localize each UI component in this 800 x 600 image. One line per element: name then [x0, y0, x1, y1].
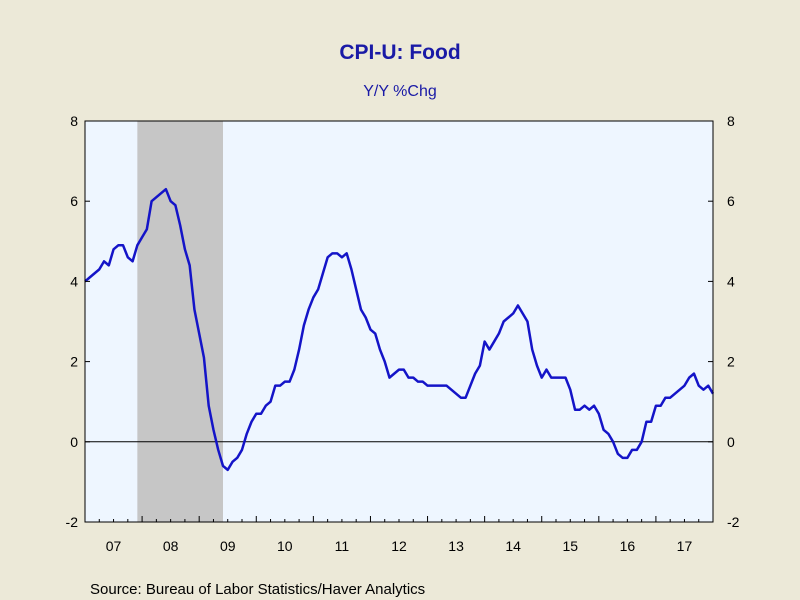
right-y-tick-label: 2: [727, 354, 735, 370]
recession-band: [137, 121, 223, 522]
series-line: [84, 187, 715, 472]
left-y-axis: 8 6 4 2 0 -2: [66, 113, 90, 530]
right-y-tick-label: -2: [727, 514, 740, 530]
x-tick-label: 13: [448, 538, 464, 554]
recession-shading-layer: [137, 121, 223, 522]
left-y-tick-label: 6: [70, 193, 78, 209]
x-tick-label: 17: [677, 538, 693, 554]
left-y-tick-label: 4: [70, 273, 78, 289]
x-tick-label: 16: [620, 538, 636, 554]
x-tick-label: 14: [505, 538, 521, 554]
left-y-tick-label: 0: [70, 434, 78, 450]
series-layer: [84, 187, 715, 472]
right-y-tick-label: 4: [727, 273, 735, 289]
left-y-tick-label: 8: [70, 113, 78, 129]
x-tick-label: 10: [277, 538, 293, 554]
x-tick-label: 12: [391, 538, 407, 554]
x-axis: 07 08 09 10 11 12 13 14 15 16 17: [84, 516, 700, 554]
chart-title: CPI-U: Food: [339, 41, 460, 64]
right-y-axis: 8 6 4 2 0 -2: [708, 113, 740, 530]
x-tick-label: 11: [335, 538, 350, 554]
x-tick-label: 15: [562, 538, 578, 554]
left-y-tick-label: -2: [66, 514, 79, 530]
right-y-tick-label: 6: [727, 193, 735, 209]
left-y-tick-label: 2: [70, 354, 78, 370]
source-note: Source: Bureau of Labor Statistics/Haver…: [90, 581, 425, 598]
x-tick-label: 09: [220, 538, 236, 554]
right-y-tick-label: 8: [727, 113, 735, 129]
x-tick-label: 08: [163, 538, 179, 554]
x-tick-label: 07: [106, 538, 122, 554]
chart-subtitle: Y/Y %Chg: [363, 83, 437, 100]
right-y-tick-label: 0: [727, 434, 735, 450]
